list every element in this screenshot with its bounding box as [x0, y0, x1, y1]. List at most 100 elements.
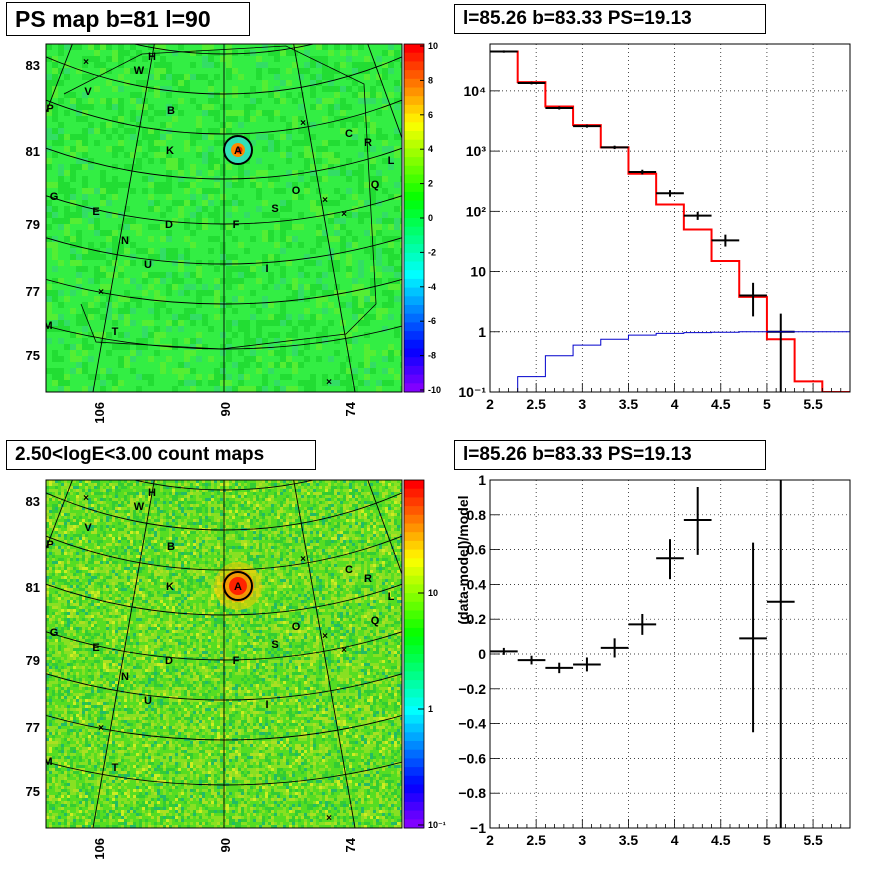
- colorbar-tick-label: 8: [428, 75, 433, 85]
- x-tick-label: 4.5: [711, 396, 731, 412]
- source-label-m: M: [43, 756, 52, 768]
- source-cross-marker: ×: [322, 631, 328, 642]
- y-tick-label: 0.2: [467, 611, 487, 627]
- footprint-outline: [63, 45, 377, 350]
- data-point: [545, 662, 574, 674]
- residual-title: l=85.26 b=83.33 PS=19.13: [454, 440, 766, 470]
- y-tick-label: −0.8: [458, 785, 486, 801]
- y-tick-label: −0.4: [458, 716, 486, 732]
- source-label-g: G: [50, 191, 59, 203]
- y-tick-label: 10²: [466, 203, 487, 219]
- x-tick-label: 4.5: [711, 832, 731, 848]
- source-cross-marker: ×: [83, 57, 89, 68]
- source-core: [235, 146, 243, 154]
- y-tick-label: 10⁴: [464, 83, 487, 99]
- colorbar-tick-label: 0: [428, 213, 433, 223]
- count-map-title: 2.50<logE<3.00 count maps: [6, 440, 316, 470]
- source-label-d: D: [165, 219, 173, 231]
- data-point: [711, 234, 740, 247]
- colorbar-tick-label: 10: [428, 588, 438, 598]
- data-point: [739, 542, 767, 733]
- source-label-t: T: [112, 326, 119, 338]
- y-tick-label: 0.6: [467, 542, 487, 558]
- source-label-k: K: [166, 145, 174, 157]
- source-label-c: C: [345, 564, 353, 576]
- data-point: [683, 211, 712, 220]
- colorbar-tick-label: -10: [428, 385, 441, 395]
- map-x-tick-label: 74: [343, 837, 358, 852]
- source-label-b: B: [167, 105, 175, 117]
- y-tick-label: 10: [470, 264, 486, 280]
- source-label-p: P: [46, 103, 53, 115]
- map-y-tick-label: 83: [26, 494, 40, 509]
- source-label-n: N: [121, 235, 129, 247]
- colorbar-tick-label: 10: [428, 41, 438, 51]
- longitude-line: [92, 480, 155, 828]
- data-point: [600, 638, 629, 658]
- source-label-v: V: [84, 522, 92, 534]
- source-label-q: Q: [371, 179, 380, 191]
- source-label-f: F: [233, 655, 240, 667]
- source-label-e: E: [92, 206, 99, 218]
- map-x-tick-label: 90: [218, 838, 233, 852]
- map-y-tick-label: 77: [26, 284, 40, 299]
- source-label-w: W: [134, 65, 145, 77]
- source-label-h: H: [148, 487, 156, 499]
- map-y-tick-label: 77: [26, 720, 40, 735]
- step-series-2: [490, 331, 850, 392]
- x-tick-label: 3.5: [619, 396, 639, 412]
- source-label-t: T: [112, 762, 119, 774]
- data-point: [600, 145, 629, 150]
- y-tick-label: −1: [470, 820, 486, 836]
- x-tick-label: 2.5: [526, 832, 546, 848]
- target-source-ring: [223, 571, 253, 601]
- step-series-0: [490, 50, 850, 392]
- source-label-n: N: [121, 671, 129, 683]
- source-label-p: P: [46, 539, 53, 551]
- source-label-d: D: [165, 655, 173, 667]
- source-label-q: Q: [371, 615, 380, 627]
- source-label-o: O: [292, 185, 301, 197]
- ps-colorbar: 10 8 6 4 2 0 -2 -4 -6 -8 -10: [403, 41, 441, 395]
- source-cross-marker: ×: [326, 377, 332, 388]
- map-x-tick-label: 90: [218, 402, 233, 416]
- colorbar-tick-label: -6: [428, 316, 436, 326]
- source-label-g: G: [50, 627, 59, 639]
- data-point: [490, 50, 518, 53]
- y-tick-label: −0.2: [458, 681, 486, 697]
- map-y-tick-label: 79: [26, 653, 40, 668]
- source-cross-marker: ×: [300, 554, 306, 565]
- y-axis-label: (data-model)/model: [455, 495, 471, 624]
- source-label-w: W: [134, 501, 145, 513]
- data-point: [766, 480, 795, 828]
- longitude-line: [293, 44, 356, 392]
- longitude-line: [92, 44, 155, 392]
- source-label-u: U: [144, 259, 152, 271]
- x-tick-label: 4: [671, 832, 679, 848]
- longitude-line: [46, 480, 73, 550]
- ps-map-frame: [45, 43, 403, 393]
- source-label-c: C: [345, 128, 353, 140]
- spectrum-plot: 2 2.5 3 3.5 4 4.5 5 5.5 10⁻¹ 1 10 10² 10³ 10⁴: [458, 43, 851, 412]
- source-cross-marker: ×: [98, 723, 104, 734]
- source-label-m: M: [43, 320, 52, 332]
- source-label-k: K: [166, 581, 174, 593]
- source-label-v: V: [84, 86, 92, 98]
- source-label-a: A: [234, 145, 242, 157]
- source-cross-marker: ×: [98, 287, 104, 298]
- longitude-line: [46, 44, 73, 114]
- data-point: [628, 169, 657, 175]
- map-y-tick-label: 79: [26, 217, 40, 232]
- map-y-tick-label: 75: [26, 784, 40, 799]
- source-label-a: A: [234, 581, 242, 593]
- data-point: [545, 106, 574, 110]
- colorbar-tick-label: 10⁻¹: [428, 820, 446, 830]
- source-label-o: O: [292, 621, 301, 633]
- colorbar-tick-label: 2: [428, 179, 433, 189]
- count-map-frame: [45, 479, 403, 829]
- source-label-i: I: [265, 699, 268, 711]
- source-label-e: E: [92, 642, 99, 654]
- source-core: [229, 577, 247, 595]
- source-cross-marker: ×: [341, 209, 347, 220]
